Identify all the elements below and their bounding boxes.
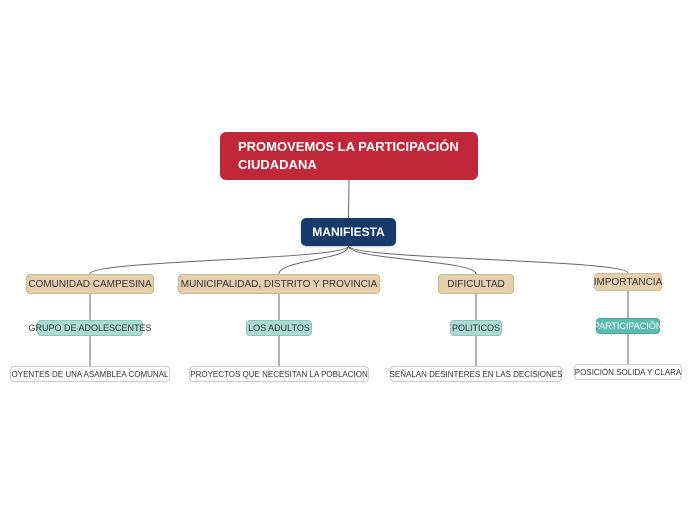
branch-2-l3: POLITICOS	[450, 320, 502, 336]
branch-3-l4: POSICIÓN SOLIDA Y CLARA	[574, 364, 682, 380]
level1-node: MANIFIESTA	[301, 218, 396, 246]
edge-layer	[0, 0, 696, 520]
branch-0-l3: GRUPO DE ADOLESCENTES	[37, 320, 143, 336]
branch-1-l4: PROYECTOS QUE NECESITAN LA POBLACION	[189, 366, 369, 382]
branch-2-l4: SEÑALAN DESINTERES EN LAS DECISIONES	[390, 366, 562, 382]
branch-0-l4: OYENTES DE UNA ASAMBLEA COMUNAL	[10, 366, 170, 382]
branch-2-l2: DIFICULTAD	[438, 274, 514, 294]
branch-1-l3: LOS ADULTOS	[246, 320, 312, 336]
branch-0-l2: COMUNIDAD CAMPESINA	[26, 274, 154, 294]
branch-1-l2: MUNICIPALIDAD, DISTRITO Y PROVINCIA	[178, 274, 380, 294]
branch-3-l2: IMPORTANCIA	[594, 273, 662, 291]
branch-3-l3: PARTICIPACIÓN	[596, 318, 660, 334]
root-node: PROMOVEMOS LA PARTICIPACIÓN CIUDADANA	[220, 132, 478, 180]
